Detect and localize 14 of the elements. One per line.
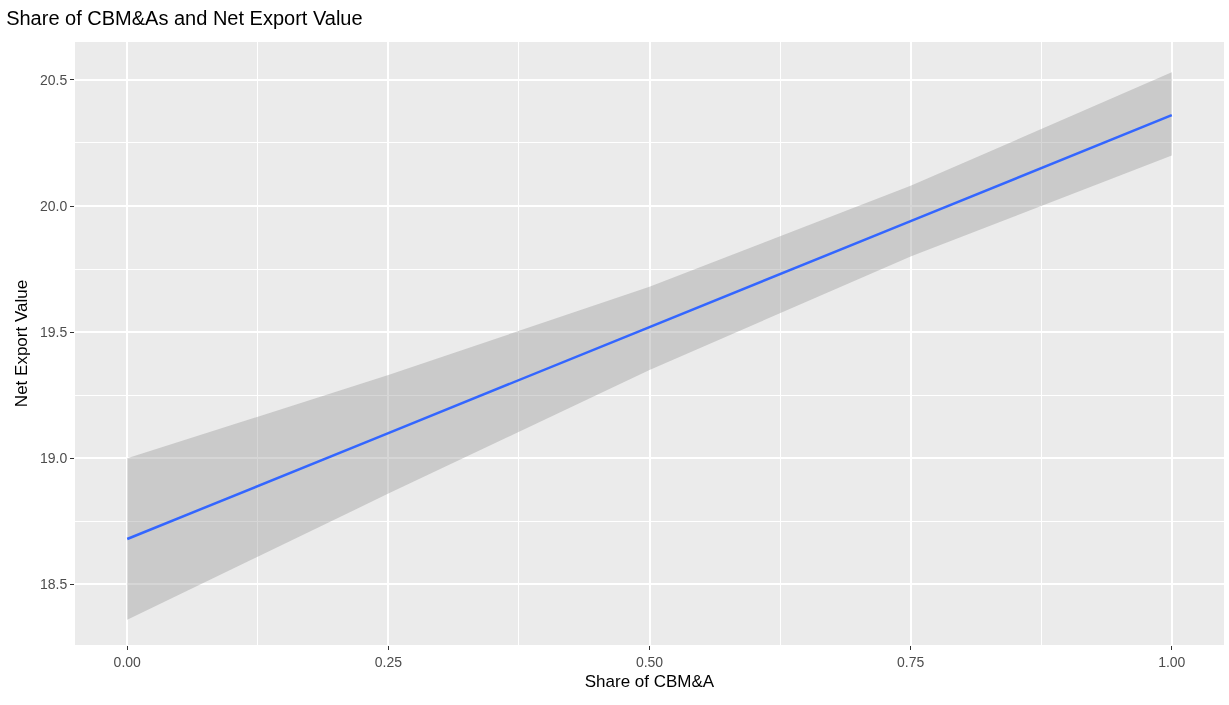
x-tick-label: 0.25: [374, 653, 403, 670]
x-tick-label: 0.00: [113, 653, 142, 670]
y-tick-label: 20.5: [39, 71, 68, 88]
y-axis-title: Net Export Value: [11, 279, 31, 408]
chart-title: Share of CBM&As and Net Export Value: [6, 6, 363, 29]
y-tick-label: 18.5: [39, 576, 68, 593]
x-tick-label: 0.75: [897, 653, 925, 670]
x-tick-label: 0.50: [635, 653, 664, 670]
y-tick-label: 20.0: [39, 197, 68, 214]
y-tick-label: 19.5: [39, 324, 68, 341]
line-series: [125, 113, 1174, 541]
x-axis-title: Share of CBM&A: [584, 672, 715, 692]
x-tick-label: 1.00: [1158, 653, 1186, 670]
y-tick-label: 19.0: [39, 450, 68, 467]
